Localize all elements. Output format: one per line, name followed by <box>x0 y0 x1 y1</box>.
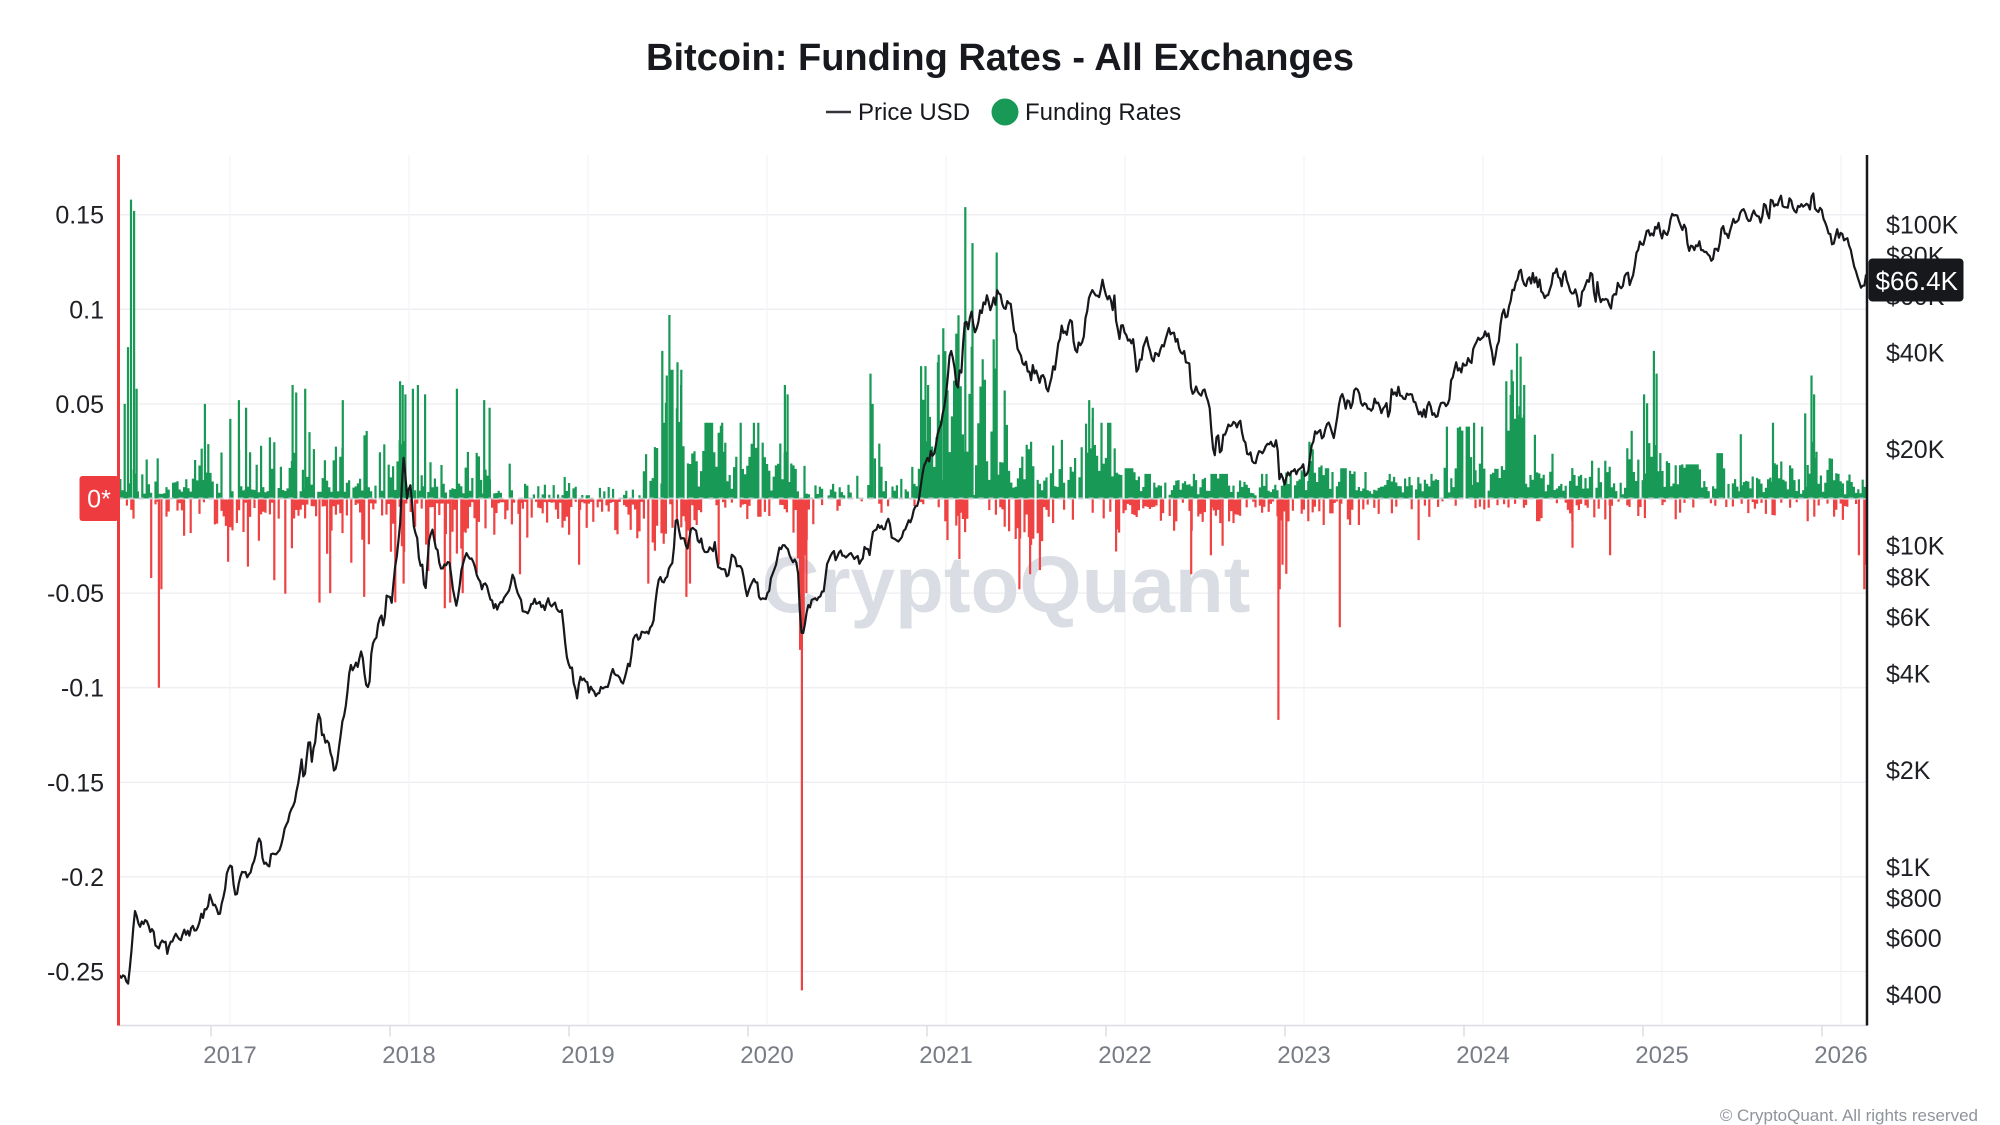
svg-text:2018: 2018 <box>382 1042 435 1069</box>
svg-text:-0.1: -0.1 <box>61 675 104 703</box>
svg-text:-0.2: -0.2 <box>61 864 104 892</box>
svg-text:2025: 2025 <box>1635 1042 1688 1069</box>
svg-text:0.1: 0.1 <box>69 296 104 324</box>
svg-text:2022: 2022 <box>1098 1042 1151 1069</box>
svg-text:0.05: 0.05 <box>55 391 104 419</box>
svg-text:$10K: $10K <box>1886 533 1945 561</box>
svg-text:-0.15: -0.15 <box>47 769 104 797</box>
svg-text:2017: 2017 <box>203 1042 256 1069</box>
svg-text:0.15: 0.15 <box>55 202 104 230</box>
svg-text:2026: 2026 <box>1814 1042 1867 1069</box>
svg-text:-0.25: -0.25 <box>47 959 104 987</box>
svg-text:-0.05: -0.05 <box>47 580 104 608</box>
svg-text:Bitcoin: Funding Rates - All E: Bitcoin: Funding Rates - All Exchanges <box>646 37 1354 79</box>
svg-text:2021: 2021 <box>919 1042 972 1069</box>
svg-text:2023: 2023 <box>1277 1042 1330 1069</box>
svg-text:2020: 2020 <box>740 1042 793 1069</box>
svg-text:Funding Rates: Funding Rates <box>1025 99 1181 126</box>
svg-text:$100K: $100K <box>1886 212 1959 240</box>
svg-text:© CryptoQuant. All rights rese: © CryptoQuant. All rights reserved <box>1720 1106 1978 1125</box>
svg-text:$600: $600 <box>1886 925 1942 953</box>
svg-text:$6K: $6K <box>1886 604 1931 632</box>
svg-text:$8K: $8K <box>1886 564 1931 592</box>
svg-text:$40K: $40K <box>1886 339 1945 367</box>
svg-text:2019: 2019 <box>561 1042 614 1069</box>
svg-text:2024: 2024 <box>1456 1042 1509 1069</box>
svg-text:$800: $800 <box>1886 885 1942 913</box>
svg-text:$2K: $2K <box>1886 757 1931 785</box>
svg-text:0*: 0* <box>87 486 111 514</box>
svg-text:$20K: $20K <box>1886 436 1945 464</box>
svg-text:$1K: $1K <box>1886 854 1931 882</box>
svg-text:$4K: $4K <box>1886 661 1931 689</box>
svg-text:$400: $400 <box>1886 982 1942 1010</box>
svg-text:$66.4K: $66.4K <box>1876 266 1959 296</box>
svg-text:Price USD: Price USD <box>858 99 970 126</box>
